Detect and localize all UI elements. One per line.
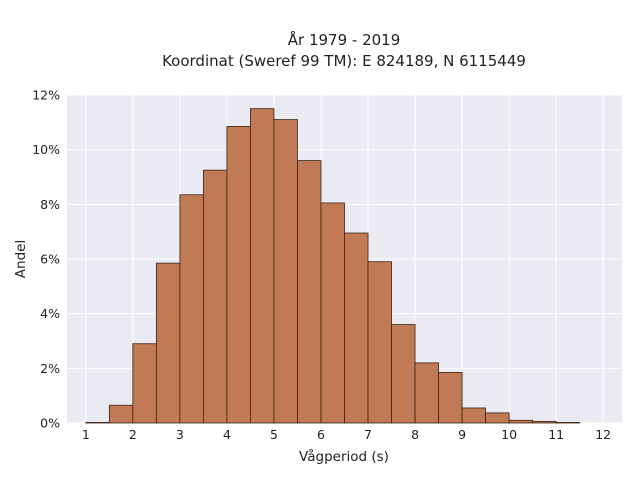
x-tick-label: 3: [176, 427, 184, 442]
histogram-bar: [344, 232, 369, 424]
histogram-bar: [85, 422, 110, 424]
y-tick-label: 6%: [40, 252, 60, 267]
histogram-bar: [391, 324, 416, 424]
x-tick-labels: 1 2 3 4 5 6 7 8 9 10 11 12: [82, 427, 611, 442]
histogram-bar: [297, 160, 322, 424]
y-tick-label: 2%: [40, 361, 60, 376]
bar-layer: [85, 108, 581, 424]
x-tick-label: 5: [270, 427, 278, 442]
histogram-bar: [179, 194, 204, 424]
histogram-bar: [250, 108, 275, 424]
x-axis-label: Vågperiod (s): [299, 448, 389, 465]
x-tick-label: 12: [595, 427, 611, 442]
y-tick-label: 8%: [40, 197, 60, 212]
histogram-bar: [485, 412, 510, 424]
histogram-bar: [461, 407, 487, 424]
histogram-bar: [438, 372, 463, 424]
y-tick-label: 10%: [32, 142, 60, 157]
x-tick-label: 2: [129, 427, 137, 442]
x-tick-label: 11: [548, 427, 564, 442]
y-tick-labels: 0% 2% 4% 6% 8% 10% 12%: [32, 88, 60, 431]
histogram-bar: [226, 126, 251, 424]
histogram-bar: [367, 261, 392, 424]
y-tick-label: 4%: [40, 306, 60, 321]
histogram-bar: [320, 202, 345, 424]
histogram-bar: [555, 422, 581, 424]
histogram-bar: [155, 262, 181, 424]
x-tick-label: 4: [223, 427, 231, 442]
histogram-bar: [132, 343, 157, 424]
x-tick-label: 7: [364, 427, 372, 442]
x-tick-label: 9: [458, 427, 466, 442]
y-tick-label: 0%: [40, 416, 60, 431]
histogram-bar: [108, 404, 134, 424]
histogram-bar: [532, 420, 557, 424]
histogram-bar: [273, 119, 298, 424]
x-tick-label: 8: [411, 427, 419, 442]
x-tick-label: 1: [82, 427, 90, 442]
x-tick-label: 6: [317, 427, 325, 442]
chart-title-line-2: Koordinat (Sweref 99 TM): E 824189, N 61…: [162, 52, 526, 70]
histogram-bar: [414, 362, 439, 424]
histogram-bar: [508, 419, 534, 424]
chart-title-line-1: År 1979 - 2019: [288, 30, 401, 49]
x-tick-label: 10: [501, 427, 517, 442]
y-tick-label: 12%: [32, 88, 60, 103]
histogram-bar: [202, 169, 228, 424]
y-axis-label: Andel: [13, 240, 29, 278]
